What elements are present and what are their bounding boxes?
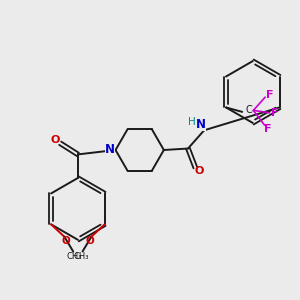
Text: O: O: [85, 236, 94, 245]
Text: C: C: [245, 104, 252, 115]
Text: F: F: [264, 124, 272, 134]
Text: CH₃: CH₃: [66, 252, 82, 261]
Text: F: F: [271, 108, 278, 118]
Text: N: N: [196, 118, 206, 131]
Text: CH₃: CH₃: [74, 252, 89, 261]
Text: H: H: [188, 117, 196, 127]
Text: F: F: [266, 90, 273, 100]
Text: O: O: [61, 236, 70, 245]
Text: O: O: [51, 135, 60, 145]
Text: N: N: [105, 143, 115, 157]
Text: O: O: [194, 166, 204, 176]
